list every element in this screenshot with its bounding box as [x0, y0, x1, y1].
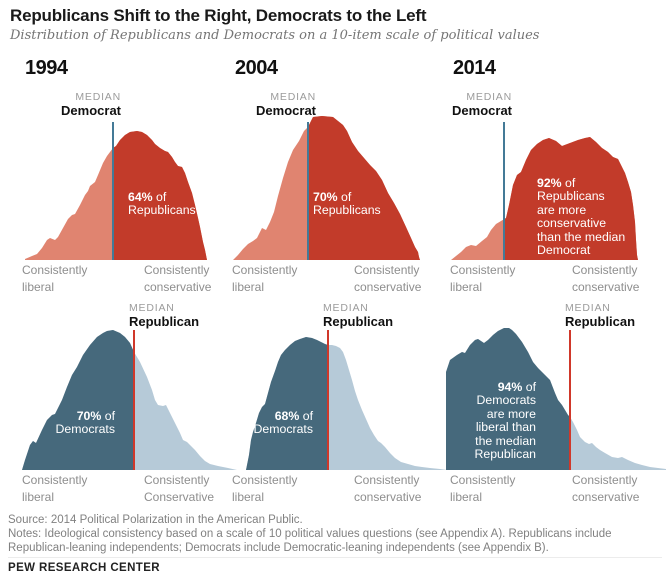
distribution-dark-area	[308, 116, 420, 260]
chart-democrats-2004	[246, 330, 447, 470]
median-party-text: Republican	[565, 314, 636, 329]
annotation-republicans-1994: 64% of Republicans	[128, 190, 196, 218]
annotation-democrats-1994: 70% of Democrats	[55, 409, 115, 437]
axis-label-conservative-republicans-2014: Consistently conservative	[572, 263, 640, 294]
brand-label: PEW RESEARCH CENTER	[8, 562, 161, 574]
median-caps-text: MEDIAN	[323, 302, 369, 314]
median-caps-text: MEDIAN	[75, 91, 121, 103]
axis-label-liberal-republicans-2014: Consistently liberal	[450, 263, 516, 294]
median-caps-text: MEDIAN	[565, 302, 611, 314]
chart-republicans-1994	[25, 122, 207, 260]
chart-democrats-2014	[446, 328, 666, 470]
axis-label-conservative-republicans-2004: Consistently conservative	[354, 263, 422, 294]
median-label-democrats-1994: MEDIAN Republican	[129, 302, 199, 328]
axis-label-conservative-democrats-2014: Consistently conservative	[572, 473, 640, 504]
median-party-text: Democrat	[61, 103, 121, 118]
median-label-republicans-2004: MEDIAN Democrat	[256, 91, 316, 117]
median-caps-text: MEDIAN	[270, 91, 316, 103]
axis-label-liberal-democrats-2014: Consistently liberal	[450, 473, 516, 504]
distribution-dark-area	[446, 328, 570, 470]
axis-label-liberal-democrats-2004: Consistently liberal	[232, 473, 298, 504]
axis-label-conservative-democrats-2004: Consistently conservative	[354, 473, 422, 504]
median-label-democrats-2004: MEDIAN Republican	[323, 302, 393, 328]
annotation-republicans-2014: 92% of Republicans are more conservative tha…	[537, 176, 626, 258]
distribution-dark-area	[113, 131, 207, 260]
year-header-1994: 1994	[25, 57, 68, 79]
distribution-dark-area	[246, 337, 328, 470]
axis-label-liberal-republicans-1994: Consistently liberal	[22, 263, 88, 294]
chart-democrats-1994	[22, 330, 237, 470]
median-label-republicans-2014: MEDIAN Democrat	[452, 91, 512, 117]
median-party-text: Republican	[129, 314, 200, 329]
footer-divider	[8, 557, 662, 558]
median-caps-text: MEDIAN	[466, 91, 512, 103]
chart-republicans-2014	[451, 122, 638, 260]
median-party-text: Republican	[323, 314, 394, 329]
median-label-republicans-1994: MEDIAN Democrat	[61, 91, 121, 117]
axis-label-conservative-republicans-1994: Consistently conservative	[144, 263, 212, 294]
distribution-dark-area	[22, 330, 134, 470]
axis-label-liberal-democrats-1994: Consistently liberal	[22, 473, 88, 504]
year-header-2014: 2014	[453, 57, 496, 79]
median-caps-text: MEDIAN	[129, 302, 175, 314]
methodology-notes: Notes: Ideological consistency based on …	[8, 528, 612, 554]
page-title: Republicans Shift to the Right, Democrat…	[10, 6, 427, 25]
distribution-dark-area	[504, 137, 638, 260]
annotation-republicans-2004: 70% of Republicans	[313, 190, 381, 218]
median-party-text: Democrat	[256, 103, 316, 118]
year-header-2004: 2004	[235, 57, 278, 79]
source-note: Source: 2014 Political Polarization in t…	[8, 514, 303, 526]
annotation-democrats-2004: 68% of Democrats	[253, 409, 313, 437]
axis-label-conservative-democrats-1994: Consistently Conservative	[144, 473, 215, 504]
axis-label-liberal-republicans-2004: Consistently liberal	[232, 263, 298, 294]
median-party-text: Democrat	[452, 103, 512, 118]
median-label-democrats-2014: MEDIAN Republican	[565, 302, 635, 328]
annotation-democrats-2014: 94% of Democrats are more liberal than the m…	[474, 380, 536, 462]
page-subtitle: Distribution of Republicans and Democrat…	[10, 28, 540, 43]
chart-republicans-2004	[233, 116, 420, 260]
